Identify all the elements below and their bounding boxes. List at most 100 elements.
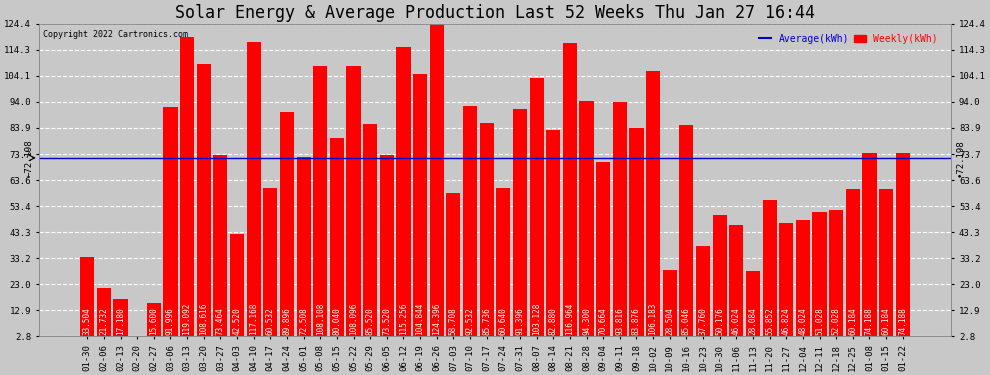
Bar [679, 125, 693, 336]
Text: 17.180: 17.180 [116, 307, 125, 335]
Text: 74.188: 74.188 [865, 307, 874, 335]
Text: 73.464: 73.464 [216, 307, 225, 335]
Text: 93.816: 93.816 [616, 307, 625, 335]
Bar [147, 303, 161, 336]
Bar [696, 246, 710, 336]
Text: 42.520: 42.520 [233, 307, 242, 335]
Bar [230, 234, 245, 336]
Bar [247, 42, 260, 336]
Bar [563, 43, 577, 336]
Text: 46.824: 46.824 [782, 307, 791, 335]
Text: 48.024: 48.024 [798, 307, 808, 335]
Bar [479, 123, 494, 336]
Text: •72.198: •72.198 [956, 139, 965, 177]
Bar [80, 257, 94, 336]
Text: 119.092: 119.092 [182, 303, 192, 335]
Text: Copyright 2022 Cartronics.com: Copyright 2022 Cartronics.com [44, 30, 188, 39]
Bar [630, 128, 644, 336]
Text: 92.532: 92.532 [465, 307, 474, 335]
Text: 124.396: 124.396 [433, 303, 442, 335]
Text: 58.708: 58.708 [448, 307, 458, 335]
Bar [363, 124, 377, 336]
Text: 94.300: 94.300 [582, 307, 591, 335]
Text: 50.176: 50.176 [715, 307, 725, 335]
Bar [713, 214, 727, 336]
Bar [845, 189, 860, 336]
Text: 115.256: 115.256 [399, 303, 408, 335]
Bar [446, 193, 460, 336]
Bar [163, 107, 177, 336]
Text: 21.732: 21.732 [99, 307, 108, 335]
Text: 60.184: 60.184 [882, 307, 891, 335]
Text: 37.760: 37.760 [699, 307, 708, 335]
Bar [730, 225, 743, 336]
Bar [213, 154, 228, 336]
Text: 46.024: 46.024 [732, 307, 741, 335]
Bar [330, 138, 344, 336]
Text: 28.504: 28.504 [665, 307, 674, 335]
Bar [197, 64, 211, 336]
Text: 108.096: 108.096 [349, 303, 358, 335]
Bar [546, 130, 560, 336]
Bar [745, 272, 760, 336]
Bar [530, 78, 544, 336]
Bar [396, 47, 411, 336]
Text: 72.508: 72.508 [299, 307, 308, 335]
Text: 116.964: 116.964 [565, 303, 574, 335]
Bar [796, 220, 810, 336]
Bar [662, 270, 677, 336]
Bar [762, 200, 777, 336]
Text: 73.520: 73.520 [382, 307, 391, 335]
Text: ←72.198: ←72.198 [25, 139, 34, 177]
Text: 70.664: 70.664 [599, 307, 608, 335]
Text: 108.108: 108.108 [316, 303, 325, 335]
Text: 108.616: 108.616 [199, 303, 208, 335]
Text: 55.852: 55.852 [765, 307, 774, 335]
Bar [779, 223, 793, 336]
Bar [346, 66, 360, 336]
Text: 91.996: 91.996 [166, 307, 175, 335]
Text: 89.896: 89.896 [282, 307, 291, 335]
Bar [513, 109, 527, 336]
Text: 60.532: 60.532 [265, 307, 275, 335]
Text: 85.736: 85.736 [482, 307, 491, 335]
Bar [463, 106, 477, 336]
Bar [413, 74, 427, 336]
Text: 15.600: 15.600 [149, 307, 158, 335]
Bar [879, 189, 893, 336]
Bar [813, 212, 827, 336]
Text: 91.396: 91.396 [516, 307, 525, 335]
Bar [380, 154, 394, 336]
Bar [829, 210, 843, 336]
Text: 117.168: 117.168 [249, 303, 258, 335]
Text: 83.876: 83.876 [632, 307, 641, 335]
Legend: Average(kWh), Weekly(kWh): Average(kWh), Weekly(kWh) [755, 30, 941, 48]
Bar [280, 112, 294, 336]
Title: Solar Energy & Average Production Last 52 Weeks Thu Jan 27 16:44: Solar Energy & Average Production Last 5… [175, 4, 815, 22]
Bar [263, 188, 277, 336]
Bar [496, 188, 511, 336]
Text: 85.046: 85.046 [682, 307, 691, 335]
Bar [297, 157, 311, 336]
Text: 82.880: 82.880 [548, 307, 557, 335]
Text: 104.844: 104.844 [416, 303, 425, 335]
Bar [313, 66, 328, 336]
Bar [862, 153, 876, 336]
Text: 74.188: 74.188 [898, 307, 907, 335]
Text: 85.520: 85.520 [365, 307, 374, 335]
Bar [180, 38, 194, 336]
Bar [596, 162, 610, 336]
Text: 33.504: 33.504 [83, 307, 92, 335]
Bar [430, 24, 444, 336]
Text: 60.184: 60.184 [848, 307, 857, 335]
Bar [579, 101, 594, 336]
Bar [613, 102, 627, 336]
Text: 106.183: 106.183 [648, 303, 657, 335]
Text: 52.028: 52.028 [832, 307, 841, 335]
Text: 51.028: 51.028 [815, 307, 824, 335]
Text: 80.040: 80.040 [333, 307, 342, 335]
Text: 103.128: 103.128 [532, 303, 542, 335]
Text: 28.084: 28.084 [748, 307, 757, 335]
Bar [97, 288, 111, 336]
Bar [646, 70, 660, 336]
